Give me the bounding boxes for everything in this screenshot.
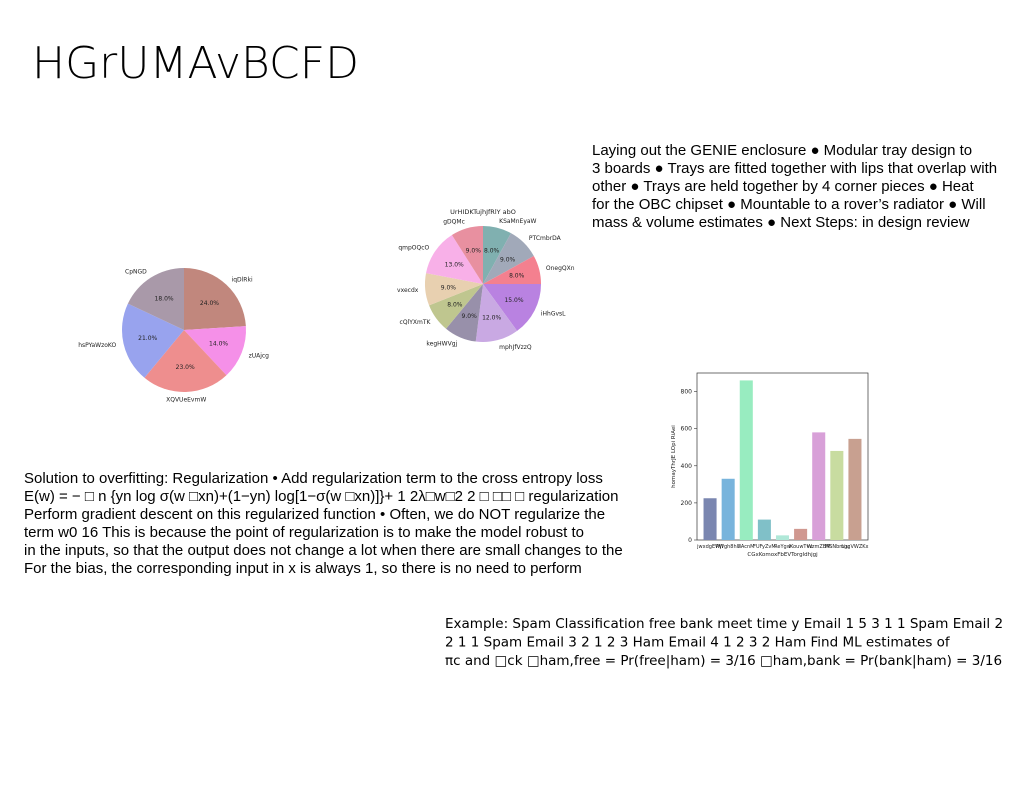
text-line: 2 1 1 Spam Email 3 2 1 2 3 Ham Email 4 1…	[445, 635, 951, 651]
value-label: 8.0%	[509, 272, 525, 279]
pie-slice	[429, 284, 483, 329]
bar	[794, 528, 808, 540]
value-label: 9.0%	[500, 256, 516, 263]
x-axis-label: CGxKomoxFbEVTorgldhjgj	[747, 552, 818, 558]
slice-label: kegHWVgj	[426, 341, 457, 348]
value-label: 24.0%	[200, 300, 219, 307]
pie-slice	[446, 284, 483, 342]
slice-label: XQVUeEvmW	[166, 396, 206, 403]
value-label: 8.0%	[484, 247, 500, 254]
slice-label: OnegQXn	[546, 265, 575, 272]
x-tick-label: WzmZBM	[807, 544, 831, 550]
text-line: For the bias, the corresponding input in…	[24, 560, 582, 577]
slice-label: iqDlRki	[232, 276, 253, 283]
x-tick-label: FUFyZvM	[753, 544, 776, 550]
text-line: term w0 16 This is because the point of …	[24, 524, 584, 541]
slice-label: mphJfVzzQ	[499, 344, 532, 351]
pie-slice	[483, 256, 541, 284]
slice-label: iHhGvsL	[541, 310, 566, 317]
bar	[721, 478, 735, 540]
pie-slice	[184, 326, 246, 376]
slice-label: vxecdx	[397, 287, 419, 294]
pie-slice	[184, 268, 246, 330]
text-line: E(w) = − □ n {yn log σ(w □xn)+(1−yn) log…	[24, 488, 618, 505]
y-tick-label: 800	[681, 389, 693, 396]
x-tick-label: MSNbmiu	[825, 544, 849, 550]
slice-label: KSaMnEyaW	[499, 218, 536, 225]
text-line: Perform gradient descent on this regular…	[24, 506, 605, 523]
slice-label: zUAjcg	[249, 353, 270, 360]
value-label: 23.0%	[176, 364, 195, 371]
bar	[775, 535, 790, 540]
pie-slice	[425, 273, 483, 306]
bar	[812, 432, 826, 540]
y-tick-label: 600	[681, 426, 693, 433]
value-label: 9.0%	[441, 284, 457, 291]
x-tick-label: ReYgw	[774, 544, 791, 550]
pie-slice	[426, 235, 483, 284]
text-line: Example: Spam Classification free bank m…	[445, 616, 1003, 632]
x-tick-label: IKouwTvu	[789, 544, 813, 550]
y-tick-label: 0	[688, 537, 692, 544]
text-line: Solution to overfitting: Regularization …	[24, 470, 603, 487]
y-tick-label: 400	[681, 463, 693, 470]
chart-title: UrHIDKTujhJfRlY abO	[450, 208, 516, 216]
value-label: 18.0%	[155, 296, 174, 303]
pie-slice	[483, 226, 511, 284]
pie-slice	[121, 303, 184, 378]
x-tick-label: PWgh8hU	[716, 544, 741, 550]
value-label: 8.0%	[447, 301, 463, 308]
text-line: other ● Trays are held together by 4 cor…	[592, 178, 974, 195]
x-tick-label: IlAcnM	[738, 544, 754, 550]
x-tick-label: jwxdgEWjI	[696, 544, 723, 550]
bar	[830, 450, 844, 540]
bar	[848, 438, 862, 540]
pie-slice	[483, 233, 534, 284]
text-line: in the inputs, so that the output does n…	[24, 542, 623, 559]
bar	[703, 498, 717, 540]
pie-slice	[483, 284, 541, 331]
slice-label: cQlYXmTK	[400, 319, 432, 326]
slice-label: hsPYaWzoKO	[78, 342, 116, 349]
text-line: πc and □ck □ham,free = Pr(free|ham) = 3/…	[445, 653, 1002, 669]
pie-slice	[451, 226, 483, 284]
slice-label: PTCmbrDA	[529, 235, 562, 242]
bar	[757, 519, 771, 540]
y-tick-label: 200	[681, 500, 693, 507]
value-label: 12.0%	[482, 315, 501, 322]
text-line: Laying out the GENIE enclosure ● Modular…	[592, 142, 972, 159]
value-label: 13.0%	[445, 261, 464, 268]
value-label: 15.0%	[504, 297, 523, 304]
slice-label: gDQMc	[443, 219, 465, 226]
slide-title: HGrUMAvBCFD	[32, 38, 359, 89]
text-line: for the OBC chipset ● Mountable to a rov…	[592, 196, 986, 213]
text-line: 3 boards ● Trays are fitted together wit…	[592, 160, 997, 177]
pie-slice	[144, 330, 227, 392]
slice-label: CpNGD	[125, 268, 147, 275]
value-label: 9.0%	[462, 313, 478, 320]
value-label: 9.0%	[466, 248, 482, 255]
x-tick-label: LggVWZKx	[841, 544, 868, 550]
bar	[739, 380, 753, 540]
value-label: 14.0%	[209, 341, 228, 348]
pie-slice	[127, 268, 184, 330]
text-line: mass & volume estimates ● Next Steps: in…	[592, 214, 970, 231]
slice-label: qmpOQcO	[398, 244, 429, 251]
pie-slice	[475, 284, 518, 342]
y-axis-label: homayThrJE LOpi RiAei	[671, 425, 677, 488]
value-label: 21.0%	[138, 335, 157, 342]
